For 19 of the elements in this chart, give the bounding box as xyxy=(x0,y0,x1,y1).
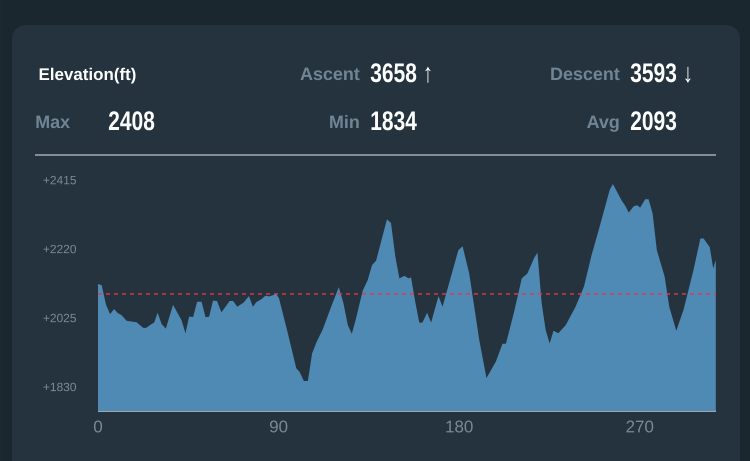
text: Ascent xyxy=(300,68,360,80)
x-tick-label: 0 xyxy=(94,420,102,433)
text: 3593 ↓ xyxy=(630,63,690,83)
chart-title: Elevation(ft) xyxy=(40,68,136,84)
text: Descent xyxy=(551,68,620,80)
text: 2093 xyxy=(630,111,676,130)
x-tick-label: 180 xyxy=(446,420,473,433)
x-tick-label: 270 xyxy=(626,420,654,433)
y-tick-label: +2220 xyxy=(43,244,76,254)
y-tick-label: +1830 xyxy=(43,382,76,392)
text: 3658 ↑ xyxy=(370,63,430,83)
text: Min xyxy=(330,114,359,128)
text: 2408 xyxy=(108,111,154,130)
text: 1834 xyxy=(372,111,417,130)
text: Max xyxy=(36,116,70,128)
y-tick-label: +2415 xyxy=(43,176,76,184)
x-tick-label: 90 xyxy=(270,420,288,433)
y-tick-label: +2025 xyxy=(43,314,76,322)
text: Avg xyxy=(587,116,619,132)
